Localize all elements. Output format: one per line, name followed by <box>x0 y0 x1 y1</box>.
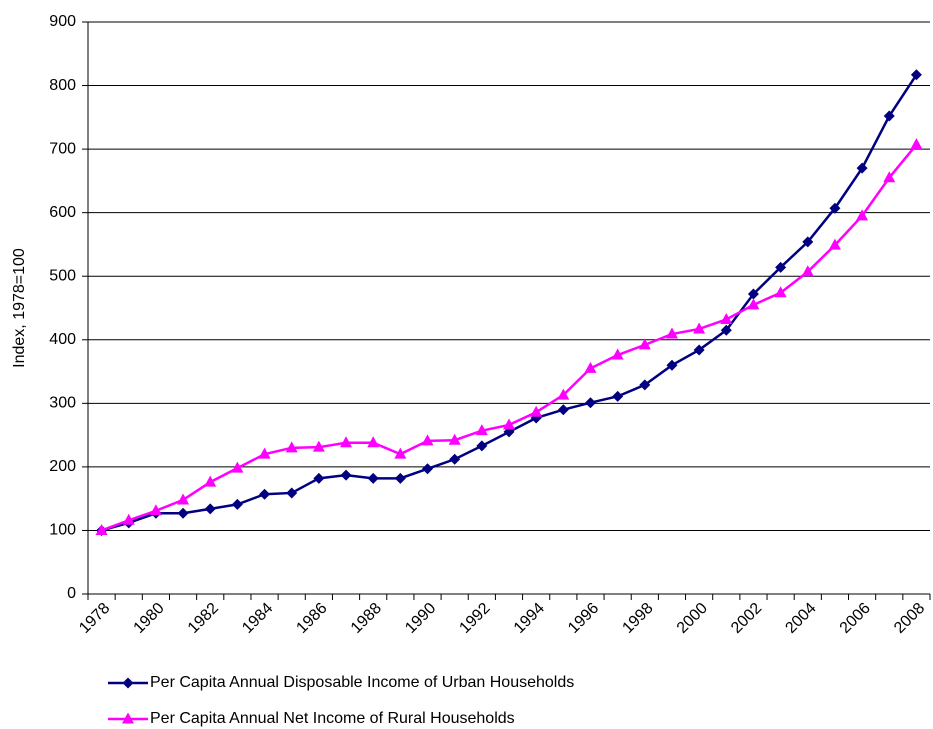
triangle-marker <box>611 348 624 360</box>
triangle-marker <box>149 504 162 516</box>
x-tick-label: 1998 <box>619 600 656 637</box>
diamond-marker <box>286 487 298 499</box>
diamond-marker <box>177 507 189 519</box>
series-line <box>101 143 918 532</box>
triangle-marker <box>421 434 434 446</box>
y-tick-label: 900 <box>49 13 76 30</box>
triangle-marker <box>394 447 407 459</box>
y-tick-label: 800 <box>49 77 76 94</box>
triangle-marker <box>177 493 190 505</box>
triangle-marker <box>503 418 515 430</box>
diamond-marker <box>802 236 814 248</box>
triangle-marker <box>720 312 733 324</box>
diamond-marker <box>259 488 271 500</box>
x-tick-label: 1990 <box>402 600 439 637</box>
y-tick-label: 200 <box>49 458 76 475</box>
triangle-marker <box>693 322 706 334</box>
triangle-marker <box>448 433 461 445</box>
triangle-marker <box>530 405 543 417</box>
triangle-marker <box>475 424 488 436</box>
diamond-marker <box>122 677 134 689</box>
x-tick-label: 2000 <box>674 600 711 637</box>
triangle-marker <box>258 447 271 459</box>
x-tick-label: 1994 <box>511 600 548 637</box>
triangle-marker <box>747 298 760 310</box>
triangle-marker <box>204 475 217 487</box>
diamond-marker <box>340 469 352 481</box>
x-tick-label: 1996 <box>565 600 602 637</box>
triangle-marker <box>801 265 814 277</box>
triangle-marker <box>774 286 787 298</box>
y-tick-label: 700 <box>49 140 76 157</box>
triangle-marker <box>95 523 108 535</box>
diamond-marker <box>666 359 678 371</box>
diamond-marker <box>720 324 732 336</box>
diamond-marker <box>204 503 216 515</box>
triangle-marker <box>883 171 896 183</box>
diamond-marker <box>394 472 406 484</box>
diamond-marker <box>313 472 325 484</box>
triangle-marker <box>665 327 678 339</box>
diamond-marker <box>449 453 461 465</box>
diamond-marker <box>883 110 895 122</box>
series-line <box>101 74 918 532</box>
triangle-marker <box>367 436 380 448</box>
triangle-marker <box>828 238 841 250</box>
x-tick-label: 1982 <box>185 600 222 637</box>
y-tick-label: 300 <box>49 395 76 412</box>
legend-label: Per Capita Annual Disposable Income of U… <box>150 674 574 691</box>
diamond-marker <box>856 162 868 174</box>
diamond-marker <box>367 472 379 484</box>
diamond-marker <box>422 463 434 475</box>
triangle-marker <box>557 388 570 400</box>
y-tick-label: 600 <box>49 204 76 221</box>
diamond-marker <box>693 344 705 356</box>
triangle-marker <box>285 441 298 453</box>
x-tick-label: 2006 <box>837 600 874 637</box>
triangle-marker <box>312 440 325 452</box>
triangle-marker <box>638 338 651 350</box>
diamond-marker <box>829 202 841 214</box>
x-tick-label: 1980 <box>131 600 168 637</box>
diamond-marker <box>476 440 488 452</box>
diamond-marker <box>747 288 759 300</box>
diamond-marker <box>775 261 787 273</box>
diamond-marker <box>639 379 651 391</box>
legend-label: Per Capita Annual Net Income of Rural Ho… <box>150 710 515 727</box>
x-tick-label: 1992 <box>456 600 493 637</box>
x-tick-label: 2004 <box>782 600 819 637</box>
x-tick-label: 1986 <box>293 600 330 637</box>
y-tick-label: 0 <box>67 585 76 602</box>
triangle-marker <box>584 361 597 373</box>
diamond-marker <box>910 69 922 81</box>
triangle-marker <box>340 436 353 448</box>
x-tick-label: 1978 <box>76 600 113 637</box>
triangle-marker <box>856 209 869 221</box>
y-tick-label: 400 <box>49 331 76 348</box>
diamond-marker <box>557 404 569 416</box>
x-tick-label: 1988 <box>348 600 385 637</box>
diamond-marker <box>231 498 243 510</box>
y-axis-label: Index, 1978=100 <box>11 248 28 368</box>
diamond-marker <box>612 390 624 402</box>
x-tick-label: 1984 <box>239 600 276 637</box>
x-tick-label: 2008 <box>891 600 928 637</box>
x-tick-label: 2002 <box>728 600 765 637</box>
y-tick-label: 500 <box>49 267 76 284</box>
y-tick-label: 100 <box>49 522 76 539</box>
triangle-marker <box>122 513 135 525</box>
triangle-marker <box>231 461 244 473</box>
triangle-marker <box>122 712 134 724</box>
triangle-marker <box>910 138 923 150</box>
diamond-marker <box>584 397 596 409</box>
